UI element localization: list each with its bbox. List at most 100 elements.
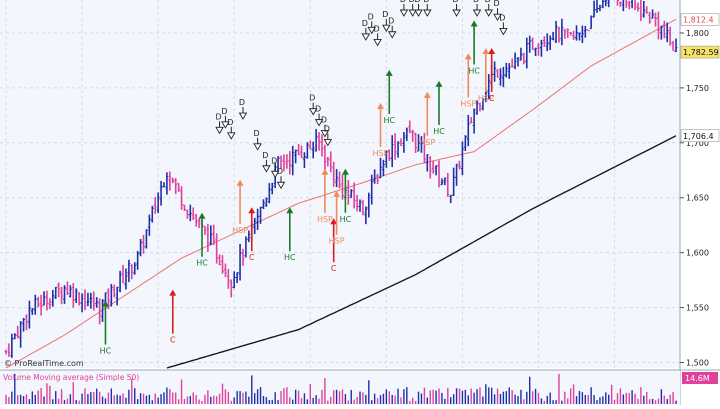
d-arrowhead	[238, 112, 248, 120]
signal-label: HSP	[373, 149, 389, 158]
signal-arrowhead	[333, 190, 341, 197]
d-label: D	[388, 17, 394, 26]
d-arrowhead	[493, 13, 502, 22]
d-arrowhead	[270, 170, 280, 179]
ma-fast-tag-box	[680, 13, 720, 26]
d-arrowhead	[484, 9, 494, 17]
d-arrowhead	[408, 9, 417, 17]
volume-label: Volume Moving average (Simple 50)	[3, 373, 139, 382]
d-label: D	[423, 0, 429, 4]
signal-label: HSP	[329, 237, 345, 246]
d-label: D	[362, 19, 368, 28]
d-arrowhead	[382, 24, 391, 33]
signal-arrowhead	[198, 212, 206, 219]
y-tick-label: 1,600	[686, 249, 709, 258]
signal-label: HSP	[317, 215, 333, 224]
y-tick-label: 1,550	[686, 304, 709, 313]
d-label: D	[473, 0, 479, 4]
d-arrowhead	[308, 108, 318, 116]
d-arrowhead	[423, 9, 432, 17]
d-label: D	[485, 0, 491, 4]
ma-slow-tag: 1,706.4	[683, 132, 714, 141]
d-label: D	[254, 129, 260, 138]
y-tick-label: 1,500	[686, 359, 709, 368]
d-label: D	[382, 10, 388, 19]
y-tick-label: 1,650	[686, 194, 709, 203]
d-arrowhead	[387, 31, 397, 39]
signal-arrowhead	[101, 300, 109, 307]
signal-label: HC	[340, 215, 352, 224]
d-arrowhead	[399, 9, 409, 17]
volume-bars	[5, 373, 677, 404]
signal-arrowhead	[248, 207, 256, 214]
d-label: D	[239, 98, 245, 107]
d-label: D	[221, 107, 227, 116]
signal-arrowhead	[488, 47, 496, 54]
d-arrowhead	[361, 33, 371, 41]
d-label: D	[373, 24, 379, 33]
signal-label: C	[331, 264, 337, 273]
d-label: D	[324, 124, 330, 133]
signal-label: C	[489, 94, 495, 103]
volume-value-tag	[682, 372, 718, 384]
d-label: D	[452, 0, 458, 4]
signal-arrowhead	[435, 80, 443, 87]
signal-label: HC	[100, 347, 112, 356]
d-label: D	[262, 151, 268, 160]
d-label: D	[321, 116, 327, 125]
signal-arrowhead	[470, 20, 478, 27]
d-arrowhead	[314, 119, 324, 127]
last-price-tag-box	[680, 45, 720, 59]
d-label: D	[227, 118, 233, 127]
signal-label: HC	[468, 66, 480, 75]
d-label: D	[271, 156, 277, 165]
signal-label: HC	[433, 127, 445, 136]
d-label: D	[309, 94, 315, 103]
signal-arrowhead	[385, 69, 393, 76]
signal-label: HC	[383, 116, 395, 125]
last-price-tag: 1,782.59	[683, 48, 719, 57]
axis-panel	[680, 0, 720, 405]
price-tags: 1,812.4 1,782.59 1,706.4	[680, 13, 720, 143]
ma-slow-tag-box	[680, 129, 720, 143]
d-arrowhead	[414, 9, 423, 17]
signal-arrowhead	[482, 47, 490, 54]
signal-arrowhead	[423, 91, 431, 98]
signal-label: HC	[196, 259, 208, 268]
signal-arrowhead	[321, 168, 329, 175]
signal-label: C	[170, 336, 176, 345]
d-arrowhead	[373, 38, 382, 47]
d-label: D	[493, 0, 499, 8]
d-arrowhead	[320, 130, 330, 138]
signal-arrowhead	[464, 53, 472, 60]
d-label: D	[215, 112, 221, 121]
y-axis: 1,500 1,550 1,600 1,650 1,700 1,750 1,800	[680, 29, 709, 368]
y-tick-label: 1,800	[686, 29, 709, 38]
y-tick-label: 1,750	[686, 84, 709, 93]
grid-lines	[0, 0, 680, 368]
signal-arrowhead	[376, 102, 384, 109]
signal-arrowhead	[286, 207, 294, 214]
signal-label: HSP	[419, 138, 435, 147]
d-arrowhead	[499, 27, 508, 36]
d-arrowhead	[472, 9, 482, 17]
volume-value: 14.6M	[685, 374, 710, 383]
signal-arrowhead	[341, 168, 349, 175]
d-arrowhead	[262, 165, 271, 173]
y-tick-label: 1,700	[686, 139, 709, 148]
signal-label: HSP	[478, 94, 494, 103]
signal-arrowhead	[330, 218, 338, 225]
d-label: D	[315, 105, 321, 114]
signal-label: HSP	[460, 99, 476, 108]
d-arrowhead	[276, 181, 286, 190]
d-label: D	[414, 0, 420, 4]
ma-fast-tag: 1,812.4	[683, 15, 714, 24]
d-label: D	[499, 13, 505, 22]
watermark: © ProRealTime.com	[4, 359, 84, 368]
d-arrowhead	[221, 121, 230, 129]
d-label: D	[409, 0, 415, 4]
d-label: D	[400, 0, 406, 4]
